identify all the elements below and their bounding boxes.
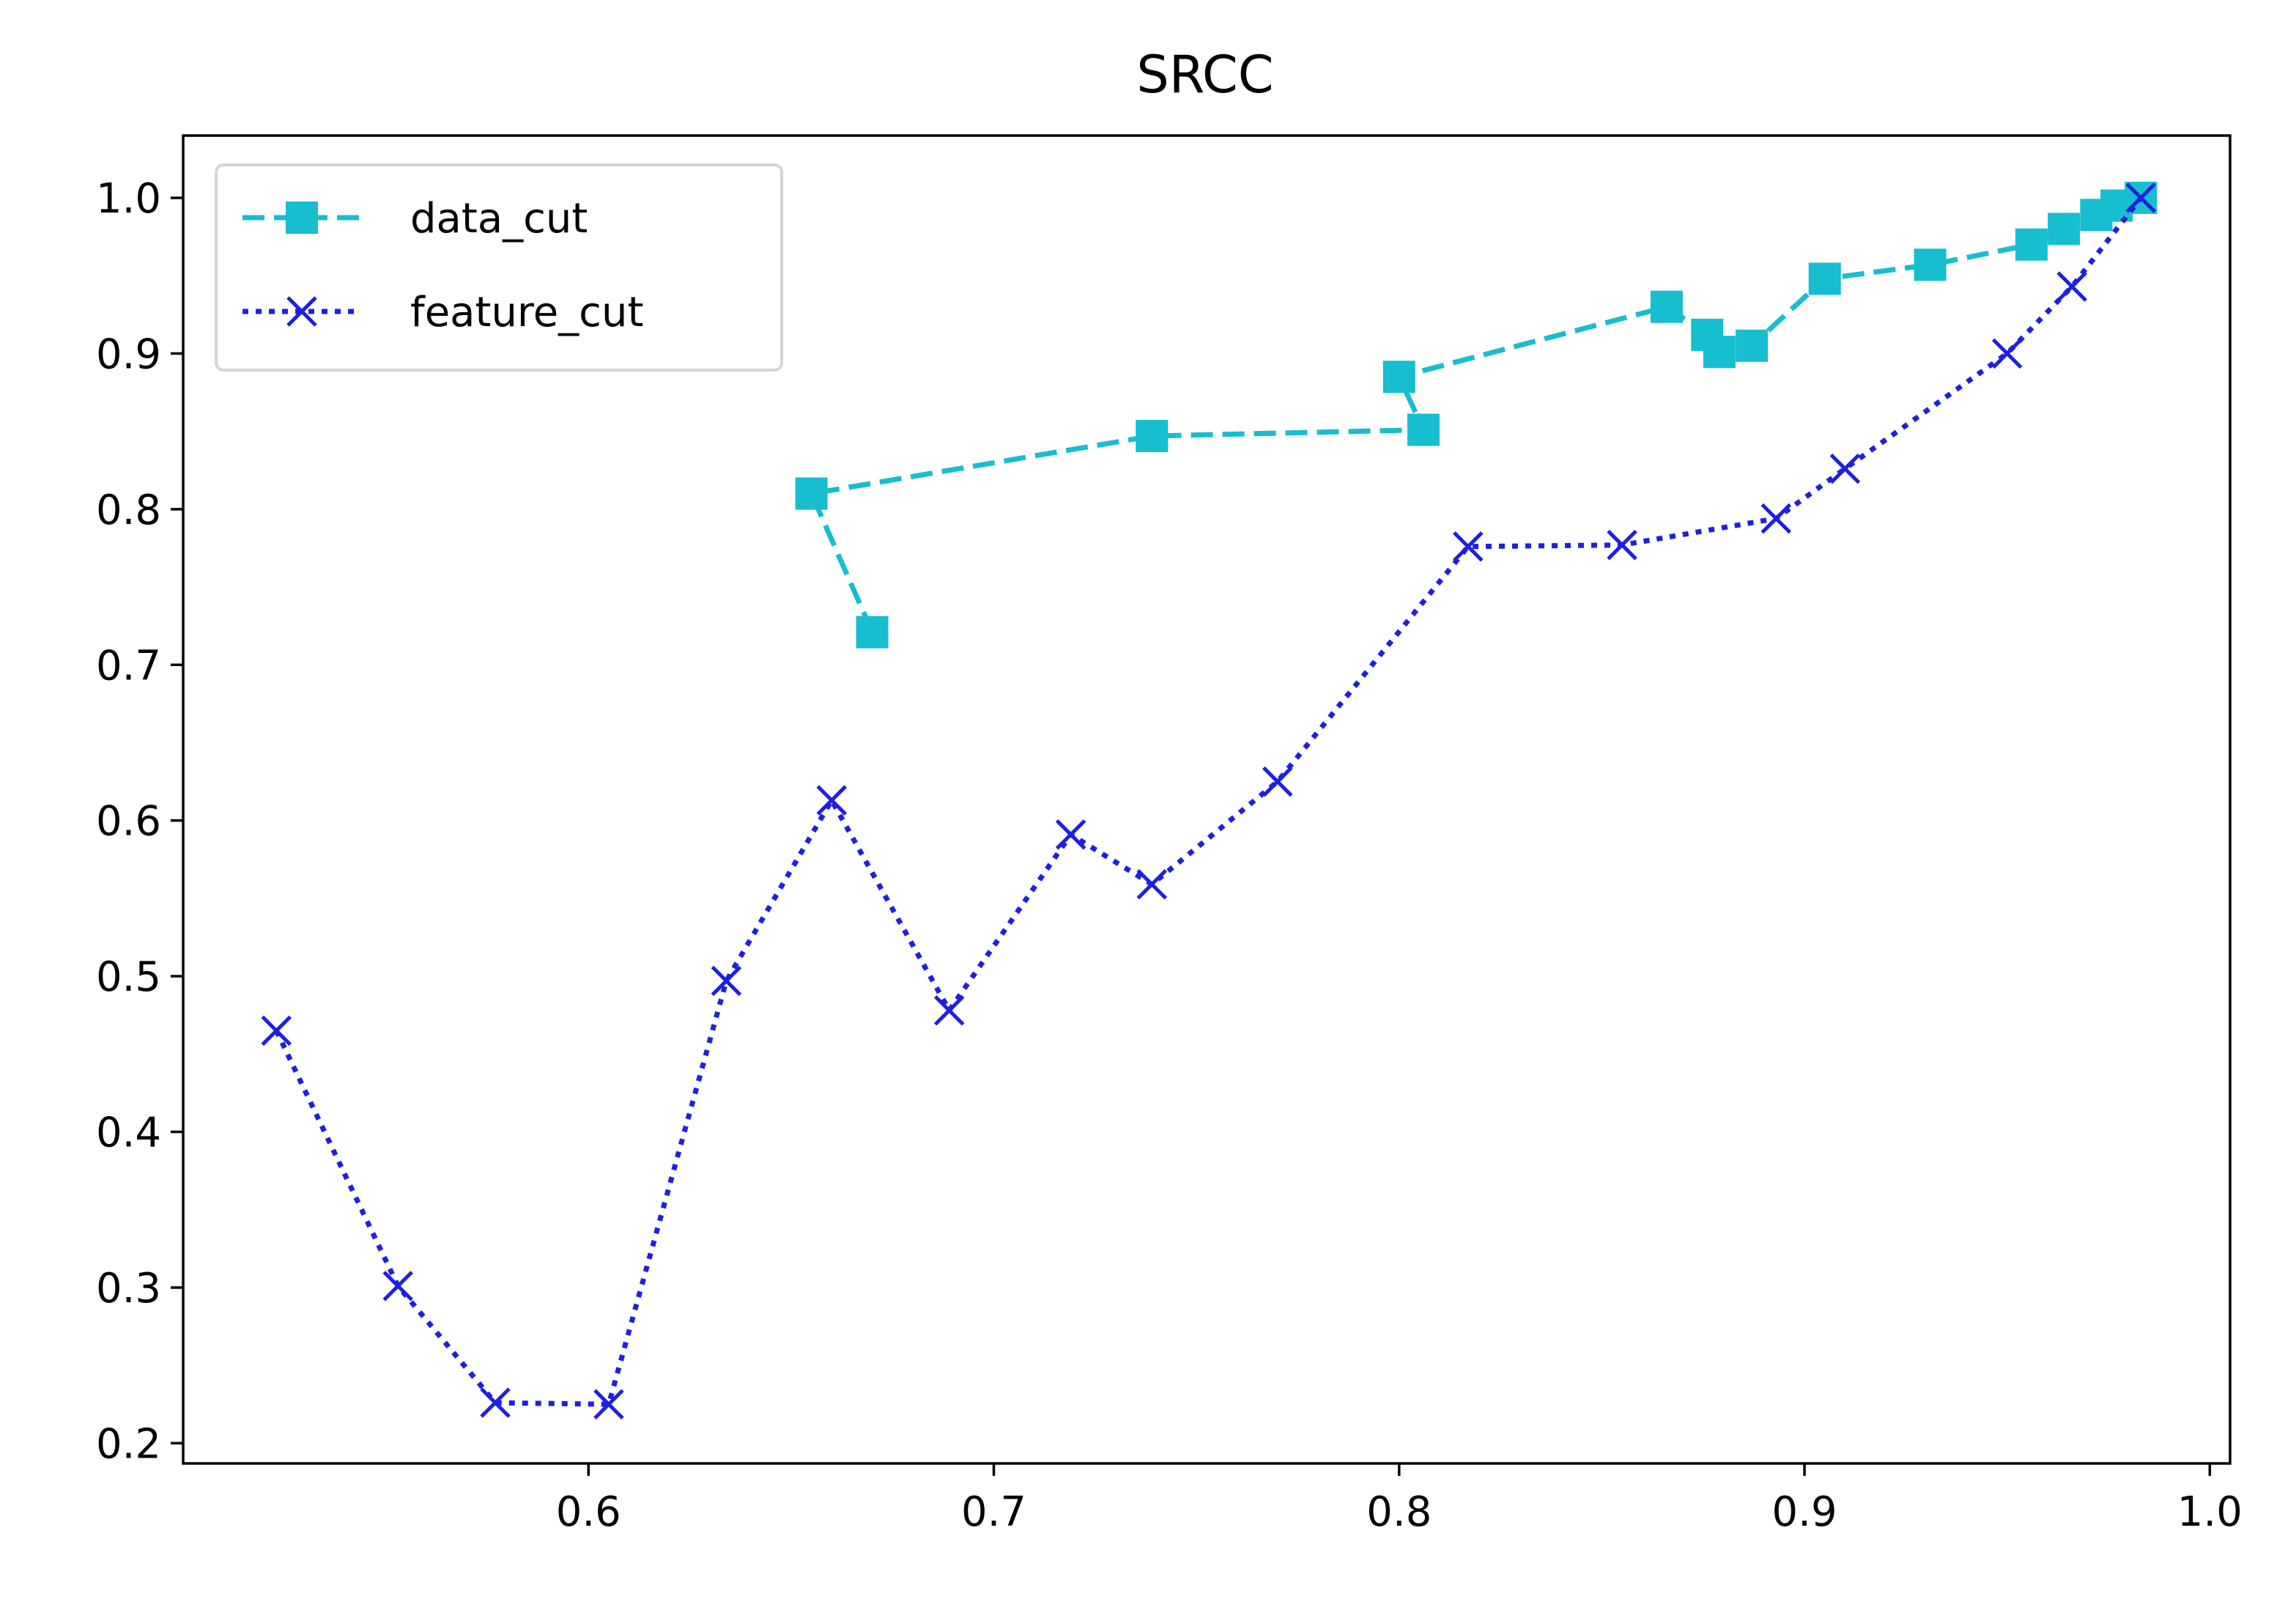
feature_cut-point: [1262, 766, 1293, 797]
feature_cut-point: [261, 1015, 292, 1046]
data_cut-point: [1407, 413, 1440, 446]
feature_cut-point: [1829, 453, 1861, 484]
data_cut-point: [1703, 336, 1736, 369]
feature_cut-point: [593, 1389, 624, 1420]
x-tick-label: 0.6: [556, 1488, 621, 1536]
feature_cut-point: [1136, 869, 1168, 900]
legend-label: feature_cut: [410, 289, 643, 336]
plot-area: [261, 181, 2158, 1420]
y-tick-label: 0.2: [96, 1420, 161, 1468]
data_cut-point: [1136, 419, 1169, 452]
y-tick-label: 0.4: [96, 1109, 161, 1157]
feature_cut-point: [480, 1387, 511, 1418]
chart-title: SRCC: [1136, 45, 1273, 105]
legend-item-feature_cut: feature_cut: [242, 289, 643, 336]
y-tick-label: 1.0: [96, 175, 161, 223]
data_cut-point: [856, 616, 889, 649]
legend: data_cut feature_cut: [215, 163, 783, 372]
legend-item-data_cut: data_cut: [242, 195, 588, 243]
feature_cut-point: [1055, 819, 1086, 850]
feature_cut-point: [382, 1271, 413, 1301]
y-tick-label: 0.8: [96, 487, 161, 534]
y-tick-label: 0.3: [96, 1265, 161, 1312]
series-data_cut: [795, 181, 2158, 649]
axes: 0.6 0.7 0.8 0.9 1.0 0.2 0.3 0.4 0.5 0.6 0.7 0.8 0.9 1…: [96, 134, 2243, 1536]
feature_cut-point: [2056, 271, 2087, 302]
legend-swatch-marker: [286, 296, 317, 327]
x-tick-label: 0.9: [1772, 1488, 1837, 1536]
data_cut-point: [1650, 290, 1683, 323]
y-tick-label: 0.9: [96, 331, 161, 378]
feature_cut-point: [816, 785, 847, 816]
series-feature_cut: [261, 182, 2157, 1420]
data_cut-point: [1808, 262, 1841, 295]
feature_cut-point: [1453, 531, 1484, 562]
feature_cut-point: [1607, 529, 1637, 561]
y-tick-label: 0.7: [96, 642, 161, 690]
feature_cut-point: [2125, 182, 2157, 213]
feature_cut-point: [1760, 503, 1792, 534]
y-tick-label: 0.5: [96, 953, 161, 1001]
x-tick-label: 1.0: [2177, 1488, 2243, 1536]
data_cut-point: [1914, 248, 1947, 281]
y-tick-label: 0.6: [96, 798, 161, 846]
data_cut-point: [1382, 361, 1415, 394]
plot-frame: [182, 134, 2232, 1465]
feature_cut-point: [933, 995, 965, 1026]
data_cut-point: [2015, 228, 2048, 261]
data_cut-point: [1736, 329, 1769, 362]
data_cut-point: [2048, 213, 2081, 245]
feature_cut-point: [711, 965, 742, 997]
x-tick-label: 0.7: [961, 1488, 1026, 1536]
legend-label: data_cut: [410, 195, 588, 243]
feature_cut-line: [274, 196, 2144, 1407]
data_cut-point: [795, 477, 828, 510]
feature_cut-point: [1991, 338, 2023, 369]
data_cut-line: [809, 195, 2142, 634]
x-tick-label: 0.8: [1366, 1488, 1432, 1536]
legend-swatch-marker: [286, 202, 318, 234]
